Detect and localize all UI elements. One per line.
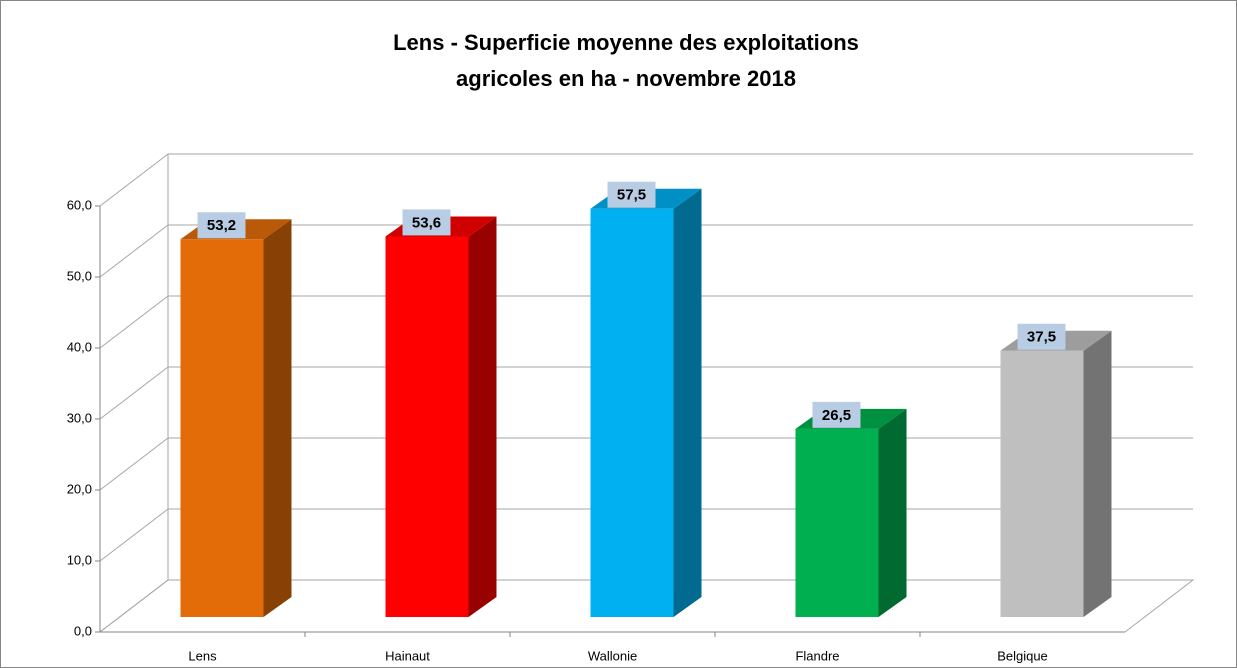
bar-side <box>263 219 292 617</box>
grid-line <box>99 437 169 491</box>
chart-title: Lens - Superficie moyenne des exploitati… <box>393 30 859 55</box>
y-tick-label: 40,0 <box>67 339 92 354</box>
x-tick-label: Flandre <box>795 648 839 663</box>
bar <box>385 236 469 617</box>
bar-side <box>673 188 702 617</box>
chart-title: agricoles en ha - novembre 2018 <box>456 66 796 91</box>
value-label: 53,2 <box>207 217 236 234</box>
grid-line <box>99 579 169 633</box>
x-tick-label: Belgique <box>997 648 1048 663</box>
y-tick-label: 30,0 <box>67 410 92 425</box>
value-label: 57,5 <box>617 187 646 204</box>
bar <box>1000 350 1084 617</box>
value-label: 26,5 <box>822 407 851 424</box>
y-tick-label: 20,0 <box>67 481 92 496</box>
y-tick-label: 0,0 <box>74 623 92 638</box>
bar <box>795 428 879 617</box>
grid-line <box>99 508 169 562</box>
y-tick-label: 50,0 <box>67 268 92 283</box>
value-label-box <box>197 212 246 239</box>
grid-line <box>99 224 169 278</box>
value-label: 37,5 <box>1027 329 1056 346</box>
bar <box>590 208 674 617</box>
bar-side <box>878 408 907 617</box>
x-tick-label: Wallonie <box>588 648 637 663</box>
value-label-box <box>1017 323 1066 350</box>
grid-line <box>99 295 169 349</box>
bar <box>180 239 264 617</box>
y-tick-label: 10,0 <box>67 552 92 567</box>
x-tick-label: Hainaut <box>385 648 430 663</box>
value-label-box <box>402 209 451 236</box>
bar-side <box>468 216 497 617</box>
y-tick-label: 60,0 <box>67 197 92 212</box>
grid-line <box>99 366 169 420</box>
value-label-box <box>607 181 656 208</box>
grid-line <box>99 153 169 207</box>
x-tick-label: Lens <box>188 648 217 663</box>
bar-side <box>1083 330 1112 617</box>
value-label: 53,6 <box>412 214 441 231</box>
value-label-box <box>812 401 861 428</box>
